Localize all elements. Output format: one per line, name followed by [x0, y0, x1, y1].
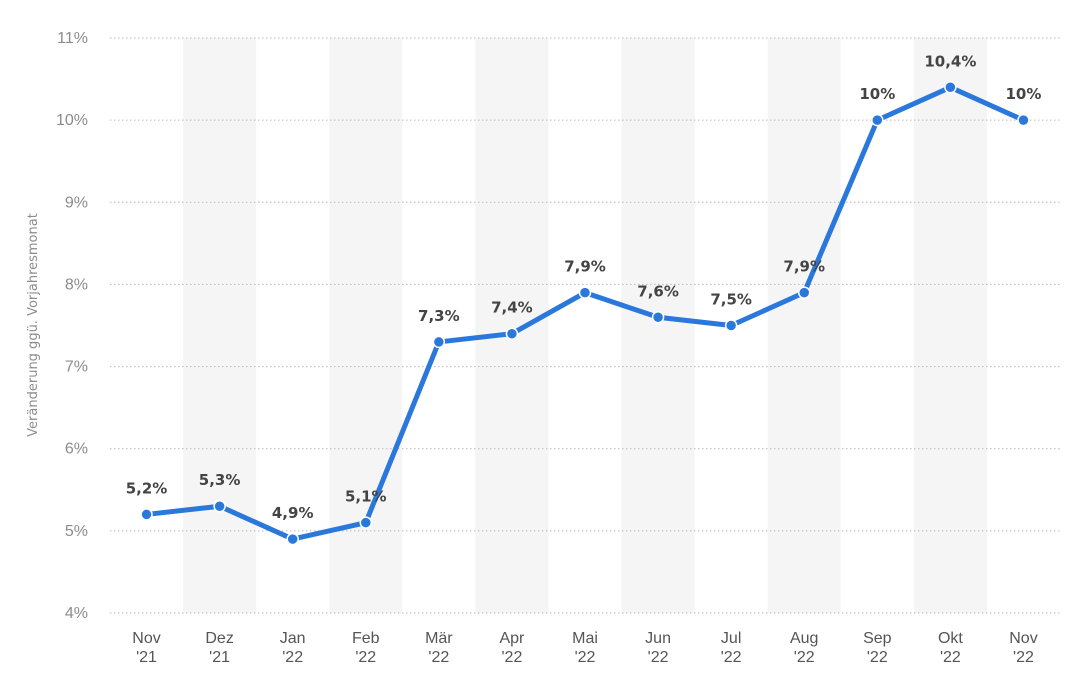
data-label: 4,9%: [272, 504, 314, 522]
y-tick-label: 7%: [65, 359, 88, 376]
data-point: [651, 311, 665, 324]
x-tick-label: Nov: [132, 630, 160, 647]
background-bands: [183, 38, 987, 613]
x-tick-label: Apr: [499, 630, 525, 647]
x-axis-ticks: Nov '21 Dez '21 Jan '22 Feb '22 Mär '22 Apr '22 Mai '…: [132, 630, 1037, 666]
data-label: 7,5%: [710, 291, 752, 309]
data-label: 10%: [859, 85, 895, 103]
x-tick-label: Dez: [205, 630, 233, 647]
data-label: 5,3%: [199, 471, 241, 489]
data-point: [724, 319, 738, 332]
background-band: [913, 38, 987, 613]
x-tick-label: Nov: [1009, 630, 1037, 647]
data-point: [359, 516, 373, 529]
y-tick-label: 8%: [65, 276, 88, 293]
data-point: [797, 286, 811, 299]
y-tick-label: 6%: [65, 441, 88, 458]
data-point: [578, 286, 592, 299]
x-tick-label: Okt: [938, 630, 963, 647]
data-label: 5,1%: [345, 488, 387, 506]
data-label: 7,6%: [637, 282, 679, 300]
y-tick-label: 10%: [56, 112, 88, 129]
x-tick-label: Aug: [790, 630, 818, 647]
x-tick-label-year: '22: [501, 649, 522, 666]
data-point: [1017, 113, 1030, 127]
x-tick-label: Mai: [572, 630, 598, 647]
y-tick-label: 9%: [65, 194, 88, 211]
x-tick-label-year: '21: [136, 649, 157, 666]
x-tick-label: Jun: [645, 630, 671, 647]
background-band: [767, 38, 841, 613]
x-tick-label: Jan: [280, 630, 306, 647]
x-tick-label: Sep: [863, 630, 892, 647]
y-tick-label: 4%: [65, 605, 88, 622]
x-tick-label-year: '22: [428, 649, 449, 666]
series-line-path: [144, 84, 1026, 542]
data-label: 7,4%: [491, 299, 533, 317]
x-tick-label-year: '21: [209, 649, 230, 666]
x-tick-label-year: '22: [575, 649, 596, 666]
data-point: [286, 532, 299, 546]
data-label: 10%: [1006, 85, 1042, 103]
x-tick-label-year: '22: [355, 649, 376, 666]
data-label: 5,2%: [126, 479, 168, 497]
background-band: [621, 38, 695, 613]
x-tick-label-year: '22: [867, 649, 888, 666]
data-point: [944, 81, 957, 94]
x-tick-label-year: '22: [794, 649, 815, 666]
data-label: 10,4%: [924, 52, 976, 70]
data-point: [213, 499, 226, 513]
data-label: 7,3%: [418, 307, 460, 325]
x-tick-label-year: '22: [282, 649, 303, 666]
data-point: [432, 335, 446, 349]
data-points: [140, 81, 1030, 546]
series-line: [144, 84, 1026, 542]
y-axis-label: Veränderung ggü. Vorjahresmonat: [26, 213, 41, 437]
data-label: 7,9%: [783, 258, 825, 276]
data-point: [505, 327, 519, 340]
x-tick-label: Feb: [352, 630, 380, 647]
y-tick-label: 11%: [57, 30, 88, 47]
background-band: [475, 38, 549, 613]
y-tick-label: 5%: [65, 523, 88, 540]
y-axis-ticks: 4% 5% 6% 7% 8% 9% 10% 11%: [56, 30, 88, 622]
data-label: 7,9%: [564, 258, 606, 276]
x-tick-label-year: '22: [721, 649, 742, 666]
data-labels: 5,2% 5,3% 4,9% 5,1% 7,3% 7,4% 7,9% 7,6% 7,5% 7,9%…: [126, 52, 1042, 522]
background-band: [183, 38, 257, 613]
data-point: [140, 508, 153, 521]
x-tick-label-year: '22: [1013, 649, 1034, 666]
data-point: [871, 113, 884, 127]
x-tick-label-year: '22: [940, 649, 961, 666]
x-tick-label: Mär: [425, 630, 453, 647]
x-tick-label: Jul: [721, 630, 741, 647]
x-tick-label-year: '22: [648, 649, 669, 666]
